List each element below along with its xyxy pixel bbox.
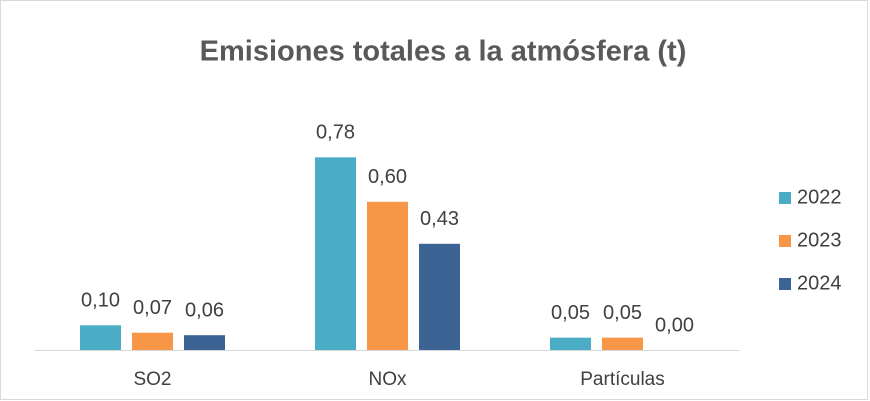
bar — [80, 325, 121, 350]
bar — [419, 243, 460, 350]
data-label: 0,78 — [316, 122, 355, 144]
bar — [132, 332, 173, 350]
data-label: 0,00 — [655, 314, 694, 336]
bar — [184, 335, 225, 350]
data-label: 0,07 — [133, 297, 172, 319]
legend-label: 2022 — [797, 186, 842, 208]
chart-title: Emisiones totales a la atmósfera (t) — [200, 36, 687, 68]
data-label: 0,60 — [368, 166, 407, 188]
legend-label: 2023 — [797, 229, 842, 251]
data-label: 0,05 — [603, 302, 642, 324]
bar — [367, 201, 408, 350]
x-tick-label: NOx — [369, 369, 408, 390]
legend-label: 2024 — [797, 272, 842, 294]
data-label: 0,05 — [551, 302, 590, 324]
legend-swatch — [779, 278, 791, 290]
bar — [550, 337, 591, 350]
data-label: 0,10 — [81, 290, 120, 312]
legend-swatch — [779, 192, 791, 204]
bar — [602, 337, 643, 350]
legend-swatch — [779, 235, 791, 247]
x-tick-label: SO2 — [133, 369, 171, 390]
bar — [315, 157, 356, 350]
x-tick-label: Partículas — [580, 369, 664, 390]
data-label: 0,06 — [185, 299, 224, 321]
data-label: 0,43 — [420, 208, 459, 230]
